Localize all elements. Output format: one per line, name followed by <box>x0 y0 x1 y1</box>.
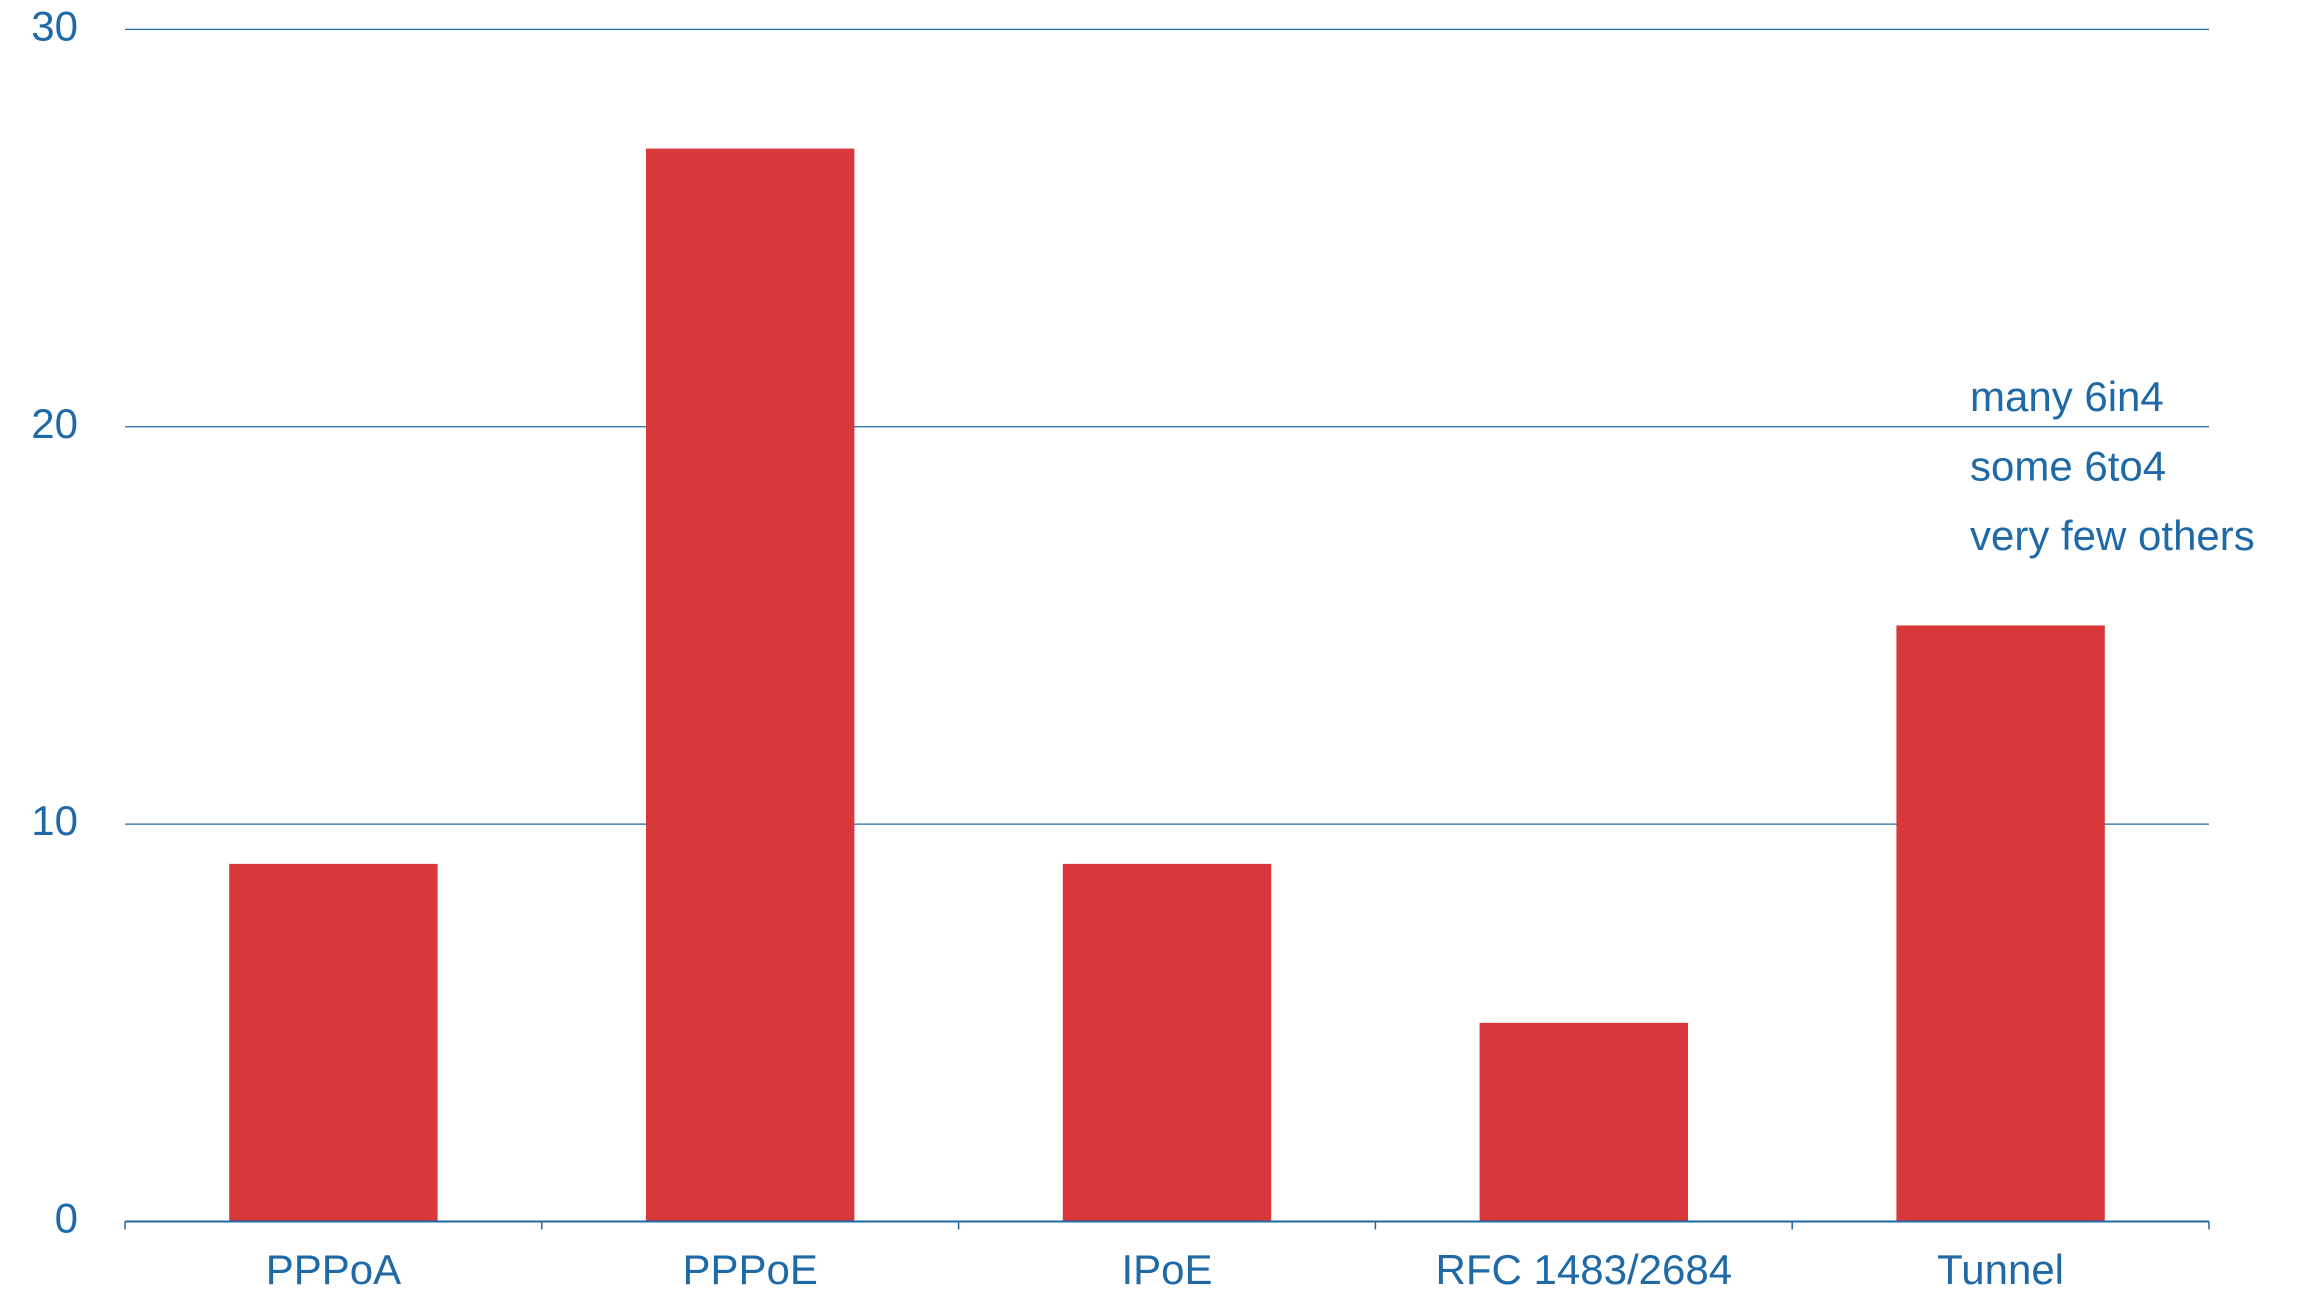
y-tick-label: 10 <box>31 797 78 844</box>
x-tick-label: Tunnel <box>1937 1246 2064 1293</box>
y-tick-label: 20 <box>31 400 78 447</box>
bar <box>646 148 855 1222</box>
y-tick-label: 30 <box>31 2 78 49</box>
annotation: many 6in4 <box>1970 373 2164 420</box>
x-tick-label: RFC 1483/2684 <box>1436 1246 1733 1293</box>
annotation: very few others <box>1970 512 2255 559</box>
y-tick-label: 0 <box>55 1195 78 1242</box>
x-tick-label: PPPoE <box>682 1246 817 1293</box>
x-tick-label: IPoE <box>1121 1246 1212 1293</box>
bar <box>1896 625 2105 1222</box>
bar <box>229 863 438 1222</box>
bar <box>1062 863 1272 1222</box>
x-tick-label: PPPoA <box>266 1246 401 1293</box>
bar <box>1479 1022 1688 1222</box>
annotation: some 6to4 <box>1970 443 2166 490</box>
